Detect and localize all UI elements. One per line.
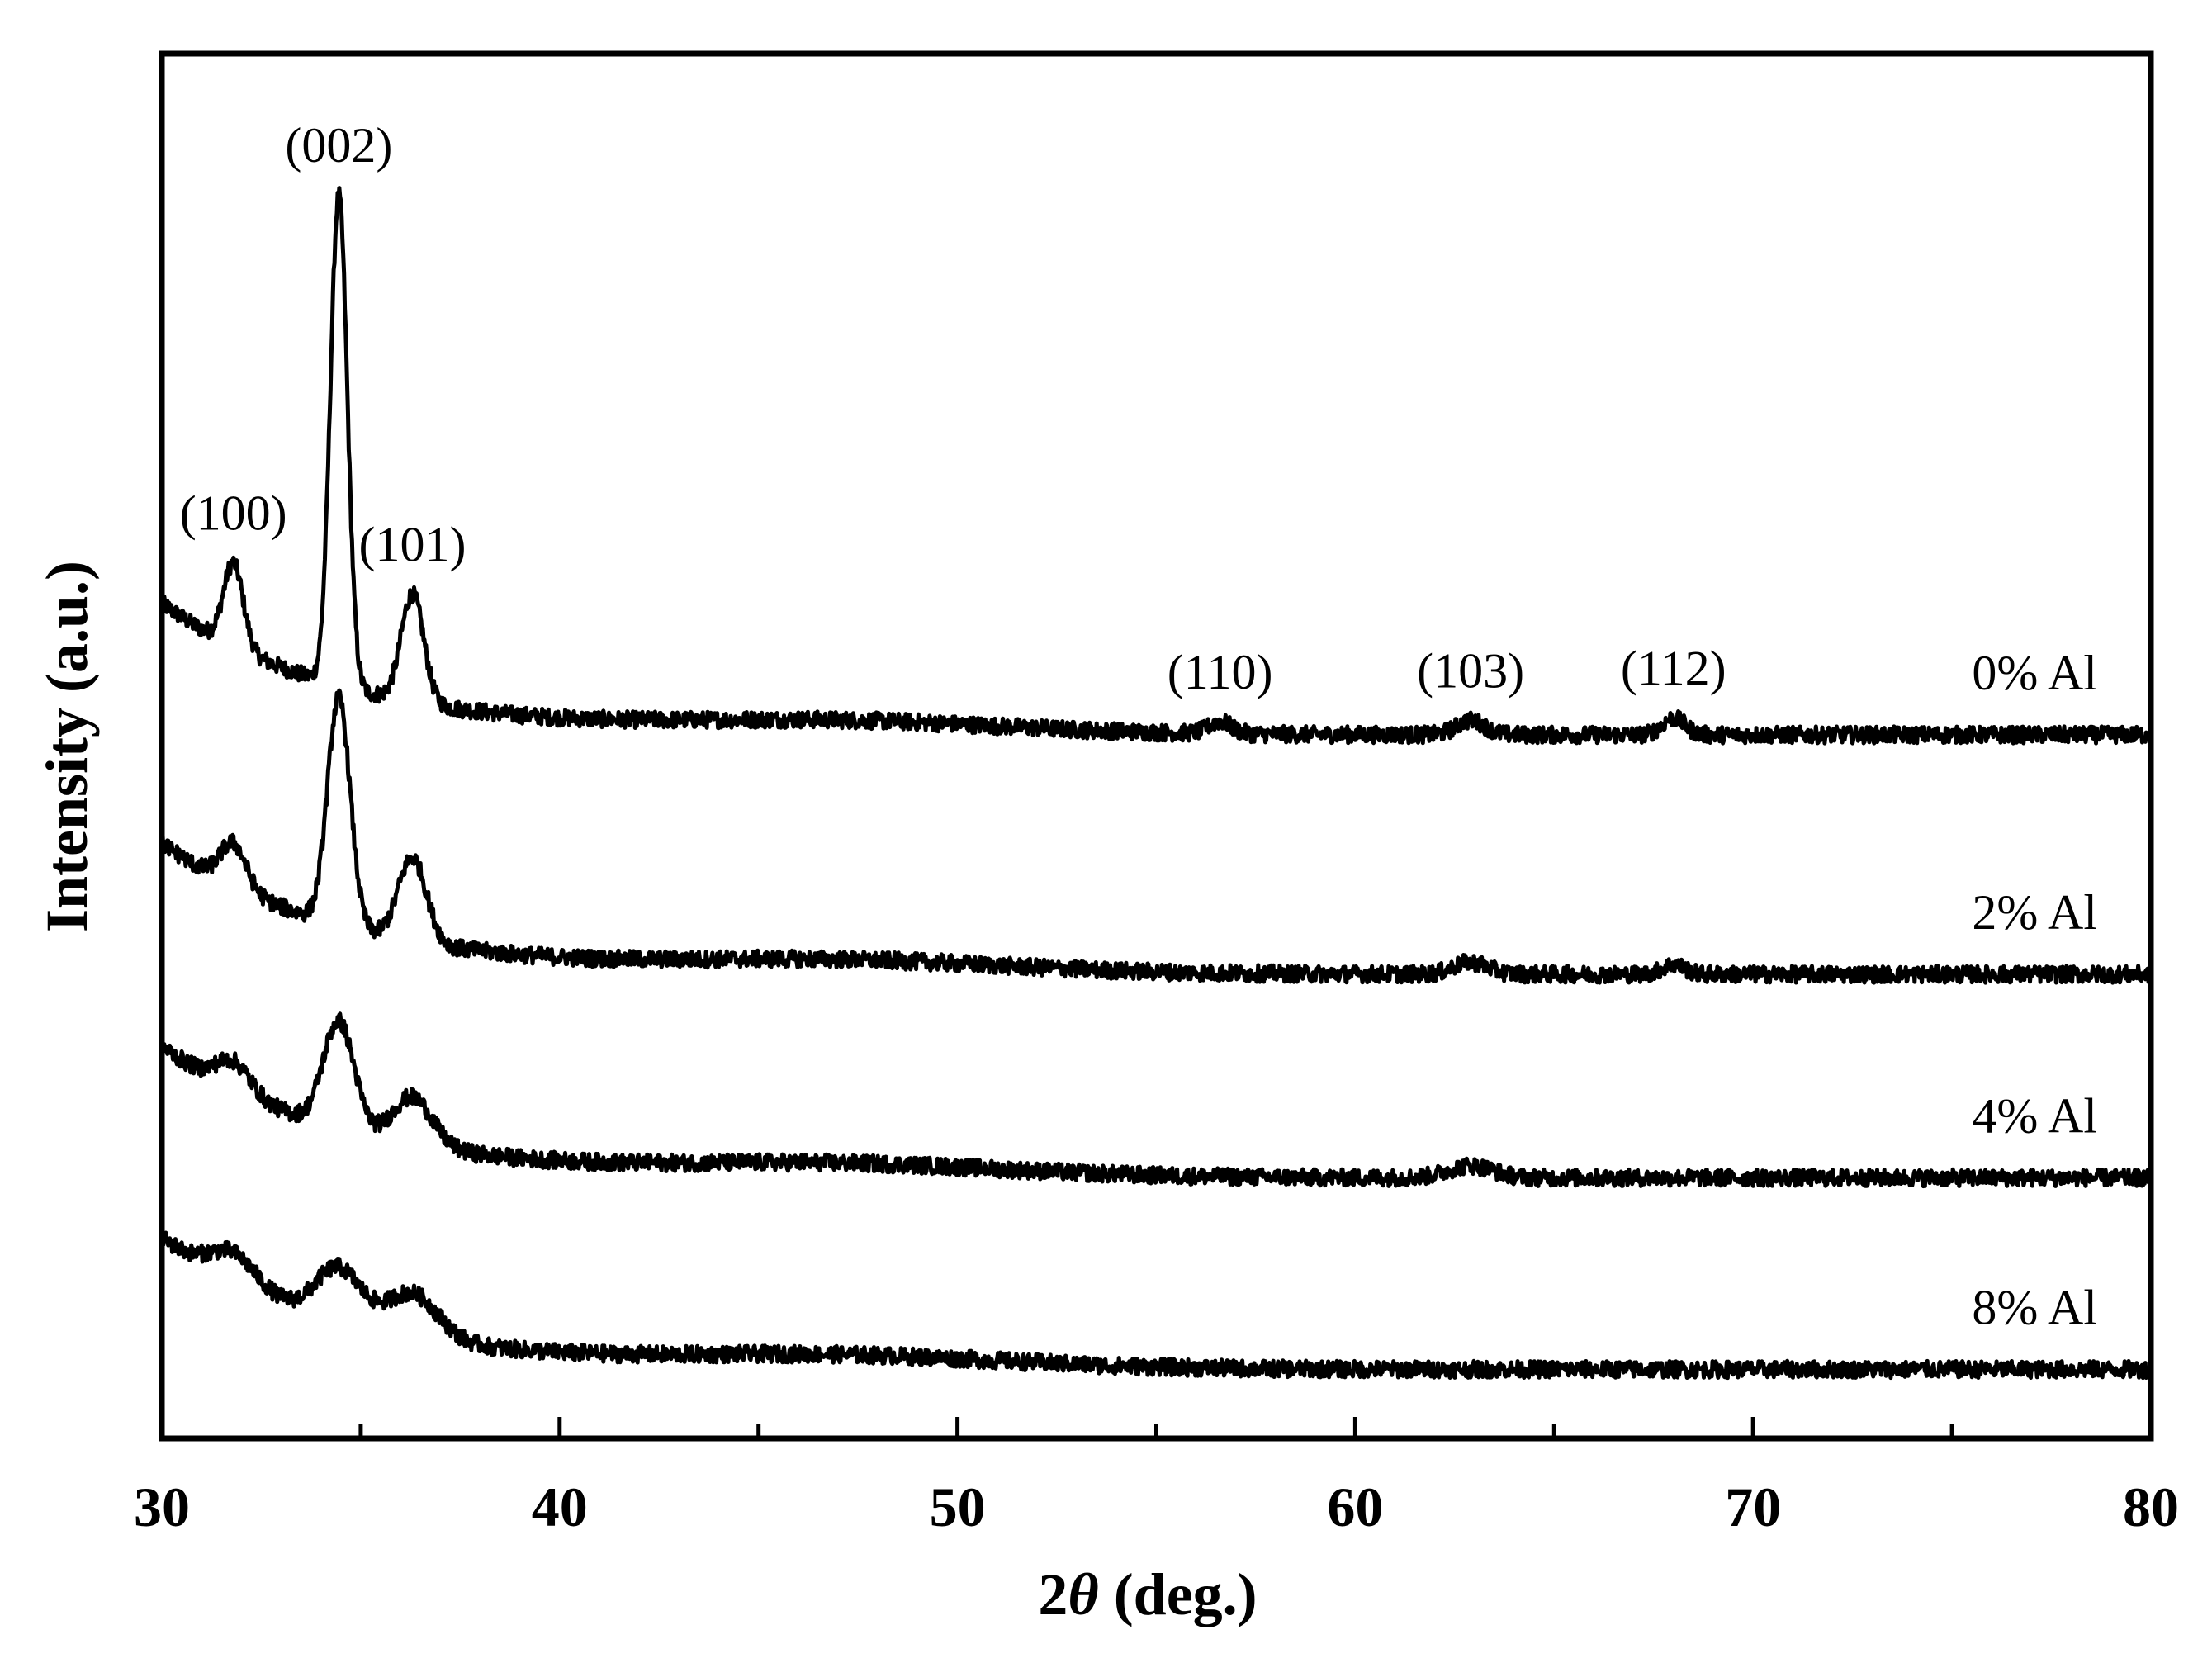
series-label-2: 4% Al — [1972, 1089, 2097, 1144]
peak-label-2: (101) — [359, 518, 467, 572]
x-axis-ticks: 30 40 50 60 70 80 — [134, 1417, 2179, 1538]
x-axis-title: 2θ (deg.) — [1038, 1561, 1257, 1627]
peak-label-0: (100) — [180, 486, 287, 541]
x-axis-theta-symbol: θ — [1068, 1561, 1098, 1627]
series-line-1 — [159, 688, 2153, 985]
peak-label-5: (112) — [1621, 642, 1726, 696]
plot-frame — [159, 50, 2154, 1442]
x-tick-label-40: 40 — [532, 1476, 588, 1538]
series-label-1: 2% Al — [1972, 885, 2097, 940]
peak-label-4: (103) — [1417, 644, 1524, 699]
peak-labels-group: (100) (002) (101) (110) (103) (112) — [180, 118, 1726, 699]
series-line-2 — [159, 1011, 2153, 1189]
x-tick-label-70: 70 — [1725, 1476, 1781, 1538]
series-line-0 — [159, 186, 2153, 746]
x-tick-label-30: 30 — [134, 1476, 190, 1538]
series-label-3: 8% Al — [1972, 1281, 2097, 1335]
x-tick-label-80: 80 — [2123, 1476, 2179, 1538]
series-line-3 — [159, 1230, 2153, 1381]
series-labels-group: 0% Al 2% Al 4% Al 8% Al — [1972, 646, 2097, 1335]
traces-group — [159, 186, 2153, 1381]
y-axis-title: Intensity (a.u.) — [34, 561, 100, 932]
x-tick-label-60: 60 — [1327, 1476, 1383, 1538]
peak-label-3: (110) — [1168, 645, 1273, 699]
x-tick-label-50: 50 — [930, 1476, 986, 1538]
peak-label-1: (002) — [285, 118, 392, 173]
series-label-0: 0% Al — [1972, 646, 2097, 700]
